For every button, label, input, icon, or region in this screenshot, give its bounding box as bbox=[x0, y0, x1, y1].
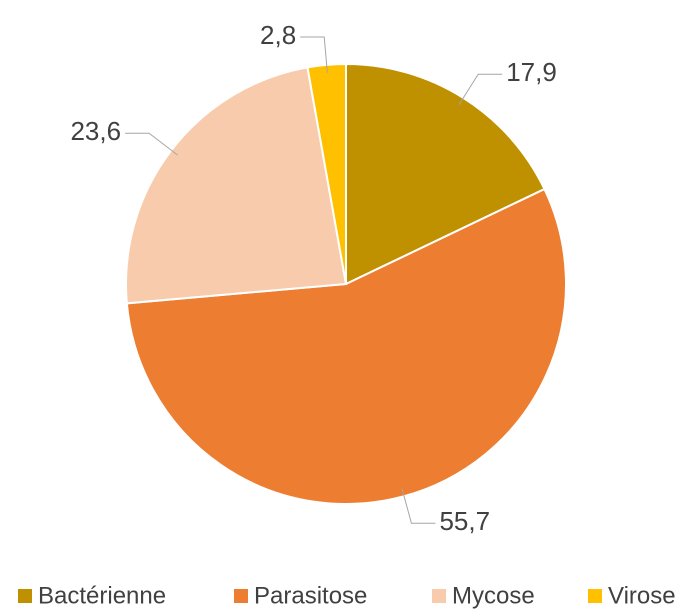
legend-label: Parasitose bbox=[254, 582, 367, 609]
legend-swatch bbox=[432, 589, 446, 603]
legend-swatch bbox=[588, 589, 602, 603]
leader-line bbox=[125, 132, 178, 156]
legend-label: Bactérienne bbox=[38, 582, 166, 609]
legend-label: Virose bbox=[608, 582, 676, 609]
leader-line bbox=[458, 73, 503, 105]
data-label: 23,6 bbox=[70, 116, 121, 146]
legend-label: Mycose bbox=[452, 582, 535, 609]
leader-line bbox=[401, 488, 436, 524]
legend-swatch bbox=[18, 589, 32, 603]
legend-swatch bbox=[234, 589, 248, 603]
data-label: 55,7 bbox=[439, 506, 490, 536]
data-label: 17,9 bbox=[506, 57, 557, 87]
data-label: 2,8 bbox=[260, 20, 296, 50]
leader-line bbox=[300, 36, 328, 73]
